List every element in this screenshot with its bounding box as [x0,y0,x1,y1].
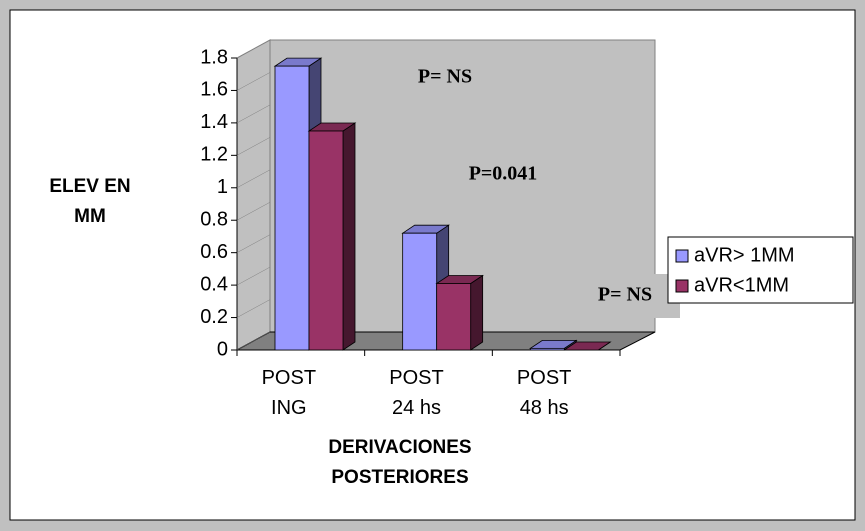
bar [402,232,438,351]
grid-line [236,39,271,59]
grid-line [236,104,271,124]
y-tick-label: 0.2 [200,306,228,328]
side-wall [236,39,271,351]
y-axis-title: ELEV EN MM [49,176,131,227]
annotation-box [580,274,680,318]
legend-swatch [675,279,689,293]
grid-line [236,331,271,351]
bar-top [563,341,612,351]
bar [529,347,565,351]
bar-side [342,122,356,351]
bar-side [470,274,484,351]
grid-line [236,72,271,91]
annotation: P=0.041 [469,163,538,185]
grid-line [236,234,271,253]
x-tick-label: POST ING [261,367,317,419]
y-tick-label: 1.6 [200,79,228,101]
legend-label: aVR> 1MM [694,244,795,266]
legend-label: aVR<1MM [694,274,789,296]
bar [308,130,344,351]
y-tick-label: 0.4 [200,273,228,295]
bar [436,283,472,351]
x-axis-title: DERIVACIONES POSTERIORES [328,437,472,488]
x-tick-label: POST 24 hs [389,367,444,419]
annotation: P= NS [418,66,472,88]
y-tick-label: 0.8 [200,209,228,231]
grid-line [236,202,271,221]
x-tick-label: POST 48 hs [516,367,572,419]
y-tick-label: 0 [217,338,228,360]
annotation: P= NS [598,284,652,306]
grid-line [236,266,271,286]
legend-box [667,236,854,304]
y-tick-label: 0.6 [200,241,228,263]
y-tick-label: 1.2 [200,144,228,166]
legend-swatch [675,249,689,263]
y-tick-label: 1.8 [200,46,228,68]
grid-line [236,137,271,156]
grid-line [236,299,271,318]
y-tick-label: 1 [217,176,228,198]
grid-line [236,169,271,188]
y-tick-label: 1.4 [200,111,228,133]
bar [274,65,310,351]
